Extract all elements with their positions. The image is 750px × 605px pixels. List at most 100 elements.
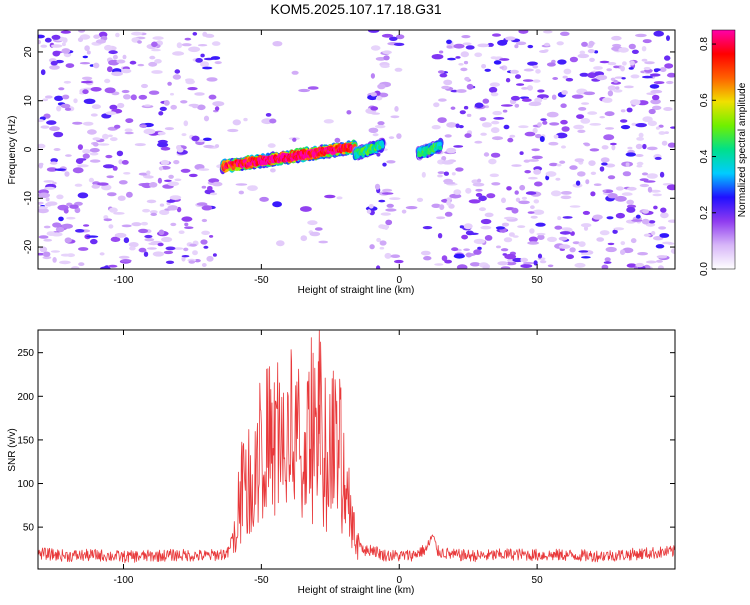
heatmap-noise-cell [556,41,564,46]
heatmap-noise-cell [479,117,487,122]
heatmap-noise-cell [203,144,214,149]
heatmap-noise-cell [652,105,662,111]
heatmap-noise-cell [505,261,517,266]
heatmap-noise-cell [146,247,157,250]
heatmap-noise-cell [170,222,177,227]
heatmap-noise-cell [614,195,627,202]
heatmap-noise-cell [446,39,452,44]
heatmap-noise-cell [580,118,591,124]
heatmap-noise-cell [635,262,644,268]
heatmap-noise-cell [443,171,449,176]
heatmap-noise-cell [437,117,447,123]
heatmap-noise-cell [74,207,81,214]
heatmap-noise-cell [463,60,469,65]
heatmap-noise-cell [658,124,664,128]
heatmap-noise-cell [431,203,441,208]
heatmap-noise-cell [660,212,669,219]
heatmap-noise-cell [53,131,64,138]
heatmap-noise-cell [623,85,634,89]
heatmap-noise-cell [492,110,503,116]
heatmap-noise-cell [658,226,667,230]
heatmap-noise-cell [43,180,55,183]
heatmap-noise-cell [46,167,58,172]
heatmap-noise-cell [78,262,85,266]
heatmap-noise-cell [114,232,127,238]
heatmap-x-ticks: -100 -50 0 50 [113,30,543,286]
x-tick-label: 50 [532,575,544,586]
heatmap-noise-cell [416,197,424,202]
heatmap-noise-cell [488,158,497,165]
y-tick-label: 200 [17,392,34,403]
heatmap-noise-cell [137,63,145,67]
heatmap-noise-cell [535,134,542,139]
heatmap-noise-cell [158,229,165,236]
heatmap-noise-cell [561,145,566,149]
heatmap-noise-cell [615,212,626,219]
heatmap-noise-cell [214,106,220,111]
heatmap-noise-cell [446,122,457,128]
heatmap-noise-cell [626,206,636,213]
heatmap-noise-cell [576,114,585,119]
heatmap-noise-cell [653,68,661,72]
heatmap-noise-cell [630,74,640,79]
heatmap-noise-cell [66,253,76,258]
heatmap-noise-cell [382,162,387,167]
heatmap-noise-cell [477,246,482,250]
heatmap-noise-cell [656,259,663,263]
heatmap-noise-cell [394,106,399,112]
heatmap-noise-cell [622,61,627,66]
heatmap-noise-cell [114,124,121,129]
heatmap-noise-cell [323,119,334,124]
heatmap-noise-cell [204,34,215,38]
heatmap-noise-cell [528,236,539,243]
heatmap-noise-cell [618,47,629,53]
heatmap-noise-cell [102,164,115,169]
heatmap-noise-cell [643,66,651,71]
heatmap-noise-cell [490,92,499,97]
heatmap-noise-cell [276,240,285,247]
heatmap-noise-cell [146,199,157,204]
heatmap-noise-cell [593,66,603,70]
heatmap-noise-cell [560,191,572,195]
heatmap-noise-cell [52,50,61,57]
heatmap-noise-cell [642,209,649,214]
heatmap-noise-cell [635,143,643,150]
heatmap-noise-cell [129,60,137,65]
y-tick-label: 0 [23,146,34,152]
heatmap-noise-cell [449,193,462,199]
heatmap-noise-cell [547,264,554,268]
heatmap-noise-cell [451,247,459,252]
heatmap-noise-cell [144,238,155,242]
heatmap-noise-cell [667,219,675,223]
heatmap-noise-cell [650,89,663,94]
heatmap-noise-cell [143,128,156,135]
heatmap-noise-cell [471,179,479,184]
heatmap-noise-cell [653,30,664,37]
heatmap-noise-cell [388,136,395,140]
heatmap-noise-cell [639,183,650,188]
heatmap-noise-cell [366,209,372,214]
heatmap-noise-cell [82,89,89,95]
heatmap-noise-cell [61,223,73,229]
heatmap-noise-cell [581,256,591,259]
heatmap-noise-cell [581,41,588,47]
heatmap-noise-cell [604,257,611,262]
heatmap-noise-cell [386,203,394,208]
heatmap-noise-cell [605,246,617,253]
heatmap-noise-cell [446,197,453,202]
heatmap-noise-cell [437,233,443,239]
heatmap-noise-cell [578,107,587,111]
heatmap-noise-cell [165,260,175,264]
heatmap-noise-cell [157,242,164,247]
heatmap-noise-cell [458,125,464,129]
heatmap-noise-cell [500,248,509,252]
heatmap-noise-cell [444,134,452,138]
heatmap-noise-cell [423,256,432,261]
heatmap-noise-cell [521,87,529,90]
heatmap-noise-cell [115,32,120,38]
heatmap-noise-cell [626,263,637,268]
heatmap-noise-cell [578,250,589,253]
heatmap-noise-cell [497,39,508,46]
heatmap-noise-cell [537,234,545,240]
colorbar: 0.0 0.2 0.4 0.6 0.8 Normalized spectral ampl… [699,29,748,276]
